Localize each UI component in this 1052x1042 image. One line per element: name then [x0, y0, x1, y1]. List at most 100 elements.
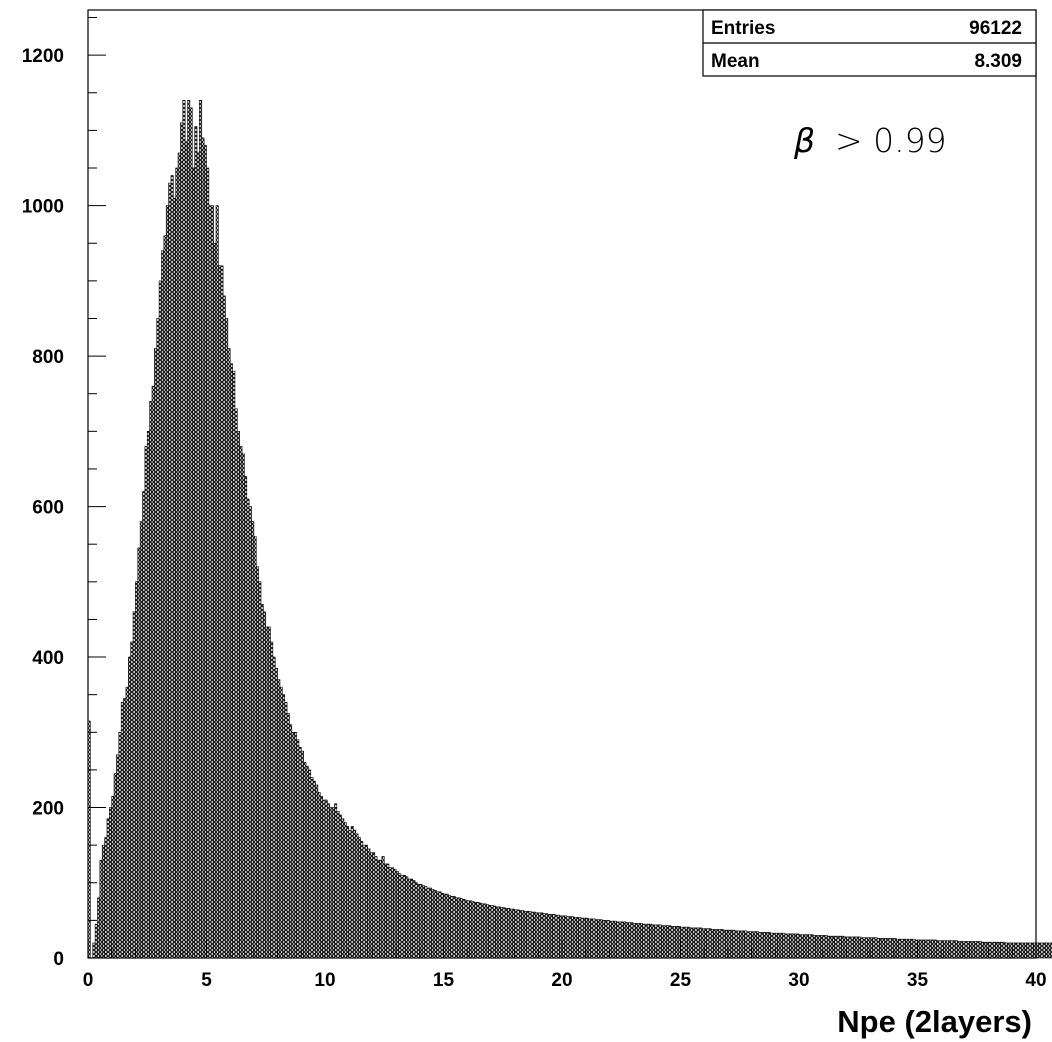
histogram-bar [573, 917, 577, 959]
histogram-bar [293, 731, 297, 959]
histogram-bar [206, 167, 210, 959]
histogram-bar [139, 521, 143, 959]
histogram-bar [801, 934, 805, 959]
histogram-bar [966, 941, 970, 959]
histogram-bar [196, 152, 200, 959]
histogram-bar [590, 918, 594, 959]
histogram-bar [184, 141, 188, 959]
histogram-bar [722, 929, 726, 959]
histogram-bar [175, 167, 179, 959]
histogram-bar [474, 902, 477, 959]
histogram-bar [362, 844, 366, 959]
histogram-bar [592, 918, 596, 959]
histogram-bar [154, 348, 158, 959]
histogram-bar [1021, 942, 1025, 959]
histogram-bar [547, 914, 551, 959]
histogram-bar [324, 799, 328, 959]
histogram-bar [163, 235, 167, 959]
histogram-bar [661, 925, 665, 959]
histogram-bar [898, 938, 902, 959]
histogram-bar [519, 910, 523, 959]
histogram-bar [760, 932, 764, 959]
histogram-bar [886, 938, 890, 959]
histogram-bar [1023, 942, 1027, 959]
histogram-bar [191, 167, 195, 959]
histogram-bar [251, 521, 255, 959]
histogram-bar [272, 656, 276, 959]
histogram-bar [756, 931, 760, 959]
histogram-bar [284, 701, 288, 959]
histogram-bar [1002, 941, 1006, 959]
histogram-bar [793, 933, 797, 959]
y-tick-label: 800 [32, 347, 64, 368]
histogram-bar [222, 295, 226, 959]
histogram-bar [471, 901, 475, 959]
histogram-bar [699, 927, 703, 959]
histogram-bar [857, 936, 861, 959]
histogram-bar [218, 265, 222, 959]
histogram-bar [424, 886, 428, 959]
annotation-text: > 0.99 [835, 121, 947, 160]
histogram-bar [379, 859, 383, 959]
histogram-bar [981, 941, 985, 959]
histogram-bar [263, 611, 267, 959]
histogram-bar [881, 938, 885, 959]
histogram-bar [253, 536, 257, 959]
histogram-bar [931, 939, 935, 959]
histogram-bar [1028, 942, 1032, 959]
histogram-bar [786, 933, 790, 959]
histogram-bar [317, 792, 321, 959]
histogram-bar [948, 940, 951, 959]
histogram-bar [495, 906, 499, 959]
histogram-bar [450, 895, 454, 959]
histogram-bar [763, 932, 767, 959]
histogram-bar [149, 400, 153, 959]
histogram-bar [87, 720, 91, 959]
histogram-bar [706, 928, 710, 959]
histogram-bar [130, 641, 134, 959]
histogram-bar [649, 923, 653, 959]
histogram-bar [315, 784, 319, 959]
histogram-bar [289, 724, 293, 959]
histogram-bar [438, 891, 442, 959]
histogram-bar [848, 936, 852, 959]
histogram-bar [919, 939, 923, 959]
histogram-bar [888, 938, 892, 959]
histogram-bar [1049, 942, 1052, 959]
histogram-bar [616, 921, 620, 959]
histogram-bar [483, 903, 487, 959]
histogram-bar [118, 731, 122, 959]
histogram-bar [696, 927, 700, 959]
histogram-bar [478, 902, 482, 959]
histogram-bar [865, 937, 869, 959]
histogram-bar [189, 107, 193, 959]
histogram-bar [492, 905, 496, 959]
histogram-bar [779, 932, 783, 959]
histogram-bar [758, 932, 762, 959]
histogram-bar [784, 933, 788, 959]
histogram-bar [841, 935, 845, 959]
histogram-bar [530, 911, 534, 959]
histogram-bar [976, 941, 980, 959]
histogram-bar [372, 852, 376, 959]
histogram-bar [267, 626, 271, 959]
histogram-bar [225, 318, 229, 959]
histogram-bar [805, 934, 809, 959]
histogram-bar [744, 930, 748, 959]
stats-box: Entries 96122 Mean 8.309 [702, 9, 1037, 77]
histogram-bar [305, 765, 309, 959]
histogram-bar [123, 698, 127, 959]
histogram-bar [241, 453, 245, 959]
histogram-bar [334, 803, 338, 959]
histogram-bar [414, 882, 418, 959]
histogram-bar [308, 769, 312, 959]
histogram-bar [708, 928, 712, 959]
histogram-bar [777, 932, 781, 959]
histogram-bar [194, 126, 198, 959]
histogram-bar [729, 929, 733, 959]
histogram-bar [497, 906, 501, 959]
histogram-bar [552, 914, 556, 959]
x-tick-label: 25 [670, 970, 692, 991]
x-tick-label: 20 [551, 970, 572, 991]
histogram-bar [713, 929, 717, 959]
